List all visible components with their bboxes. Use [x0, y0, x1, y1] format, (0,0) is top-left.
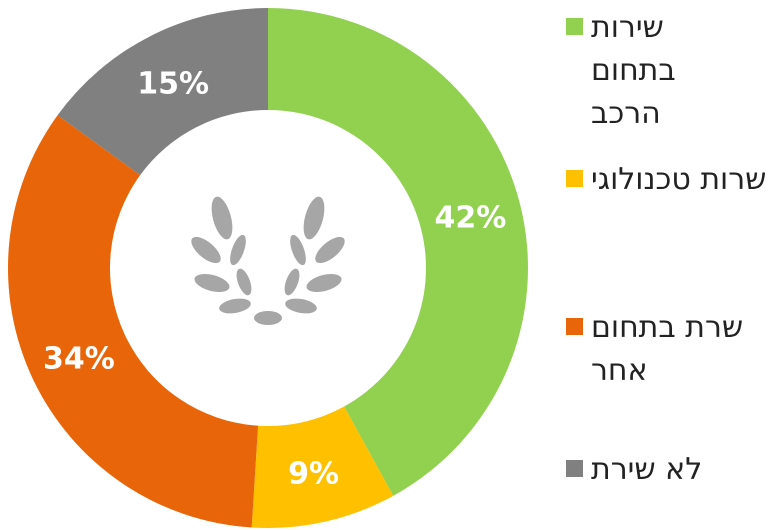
legend-swatch [566, 460, 583, 477]
legend-item: שירות בתחום הרכב [566, 6, 701, 135]
legend-label: שרת בתחום אחר [591, 310, 744, 388]
legend-label: שרות טכנולוגי [591, 162, 767, 197]
donut-segment [7, 115, 259, 528]
data-label: 42% [435, 201, 507, 236]
chart: 42% 9% 34% 15% [7, 8, 529, 528]
legend-item: שרות טכנולוגי [566, 158, 769, 201]
data-label: 34% [43, 341, 115, 376]
legend-swatch [566, 170, 583, 187]
legend-item: לא שירת [566, 448, 769, 491]
laurel-icon [191, 196, 345, 325]
donut-segment [57, 8, 269, 176]
legend-label: לא שירת [591, 452, 703, 487]
legend-swatch [566, 318, 583, 335]
legend-swatch [566, 18, 583, 35]
legend-item: שרת בתחום אחר [566, 306, 769, 392]
donut-segment [251, 406, 394, 528]
data-label: 9% [288, 456, 339, 491]
legend-label: שירות בתחום הרכב [591, 10, 676, 131]
donut-segment [268, 8, 529, 496]
data-label: 15% [137, 66, 209, 101]
